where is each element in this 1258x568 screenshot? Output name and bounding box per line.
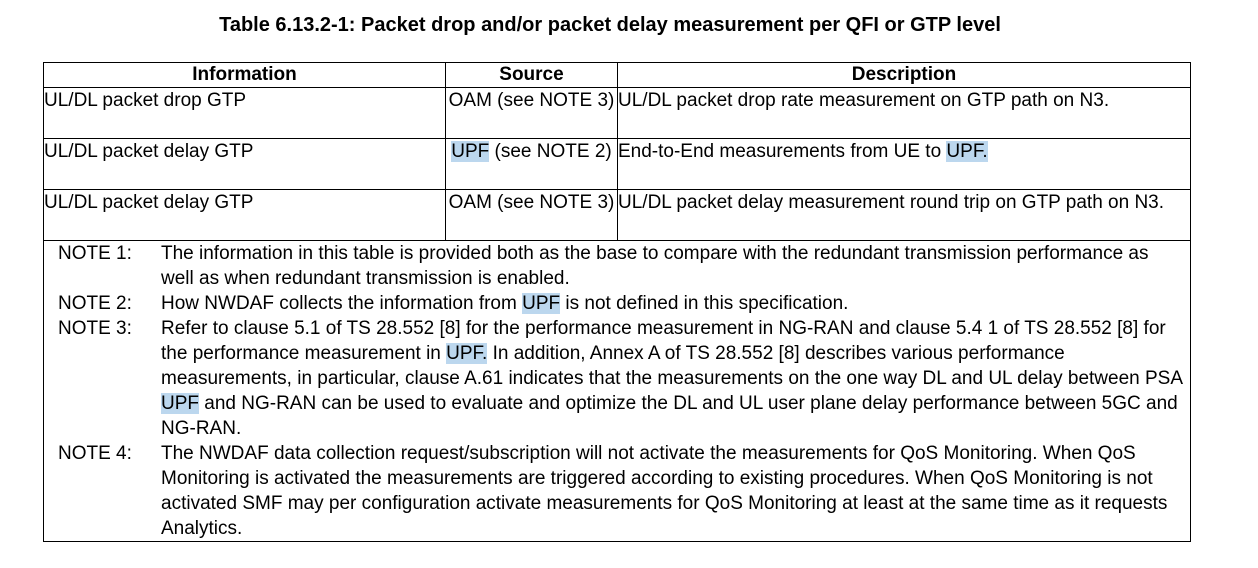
note: NOTE 1: The information in this table is… [44, 241, 1190, 291]
note-label: NOTE 3: [58, 318, 132, 339]
highlight: UPF [161, 393, 199, 414]
header-information: Information [43, 62, 446, 88]
note: NOTE 2: How NWDAF collects the informati… [44, 291, 1190, 316]
highlight: UPF. [946, 141, 988, 162]
description-cell: End-to-End measurements from UE to UPF. [617, 138, 1191, 190]
information-cell: UL/DL packet delay GTP [43, 189, 446, 241]
note-label: NOTE 2: [58, 293, 132, 314]
header-description: Description [617, 62, 1191, 88]
highlight: UPF [451, 141, 490, 162]
notes-row: NOTE 1: The information in this table is… [43, 240, 1191, 542]
note-text: The NWDAF data collection request/subscr… [161, 443, 1168, 539]
note-label: NOTE 4: [58, 443, 132, 464]
table-row: UL/DL packet drop GTP OAM (see NOTE 3) U… [43, 87, 1191, 139]
source-cell: OAM (see NOTE 3) [445, 87, 618, 139]
description-cell: UL/DL packet delay measurement round tri… [617, 189, 1191, 241]
highlight: UPF [522, 293, 561, 314]
note: NOTE 3: Refer to clause 5.1 of TS 28.552… [44, 316, 1190, 441]
notes-cell: NOTE 1: The information in this table is… [43, 240, 1191, 542]
table-row: UL/DL packet delay GTP OAM (see NOTE 3) … [43, 189, 1191, 241]
table-title: Table 6.13.2-1: Packet drop and/or packe… [219, 14, 1001, 36]
note-text: Refer to clause 5.1 of TS 28.552 [8] for… [161, 318, 1182, 439]
measurement-table: Information Source Description UL/DL pac… [43, 62, 1191, 542]
header-row: Information Source Description [43, 62, 1191, 88]
note-text: How NWDAF collects the information from … [161, 293, 849, 314]
note: NOTE 4: The NWDAF data collection reques… [44, 441, 1190, 541]
note-label: NOTE 1: [58, 243, 132, 264]
source-cell: UPF (see NOTE 2) [445, 138, 618, 190]
information-cell: UL/DL packet delay GTP [43, 138, 446, 190]
source-cell: OAM (see NOTE 3) [445, 189, 618, 241]
highlight: UPF. [446, 343, 488, 364]
description-cell: UL/DL packet drop rate measurement on GT… [617, 87, 1191, 139]
header-source: Source [445, 62, 618, 88]
table-row: UL/DL packet delay GTP UPF (see NOTE 2) … [43, 138, 1191, 190]
information-cell: UL/DL packet drop GTP [43, 87, 446, 139]
note-text: The information in this table is provide… [161, 243, 1149, 289]
